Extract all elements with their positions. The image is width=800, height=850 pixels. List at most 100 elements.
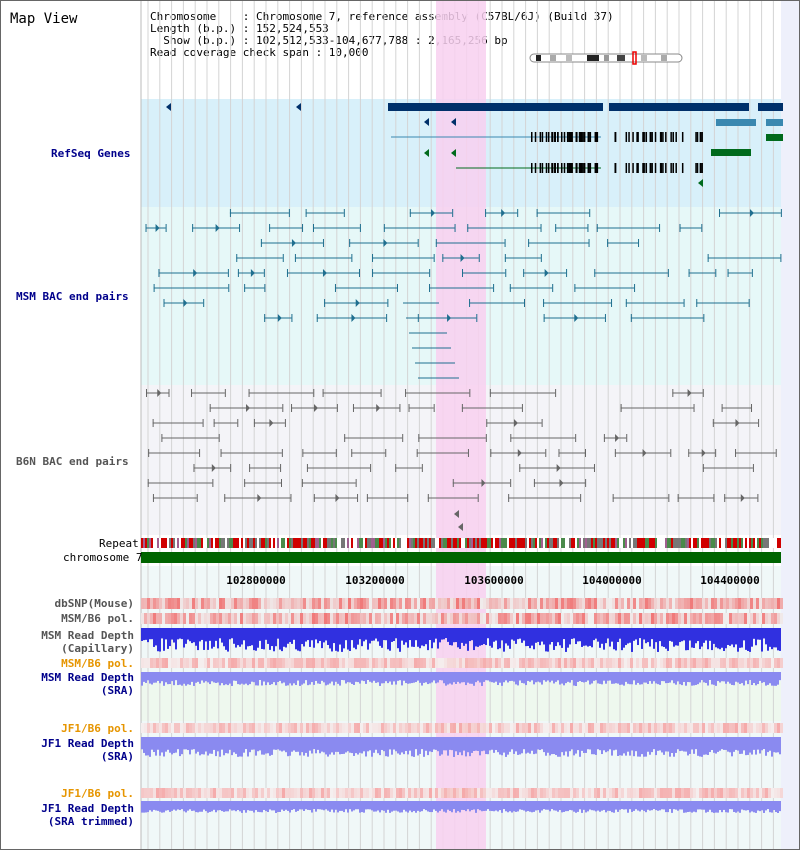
msm-b6-pol-heat-cell <box>669 613 672 624</box>
gene-exon <box>632 132 634 142</box>
msm-depth-capillary-bar <box>425 628 427 645</box>
repeat-segment <box>355 538 357 548</box>
jf1-depth-trimmed-bar <box>367 801 369 810</box>
jf1-b6-pol-trimmed-heat-cell <box>630 788 633 798</box>
dbsnp-heat-cell <box>300 598 303 609</box>
msm-b6-pol-heat-cell <box>225 613 228 624</box>
msm-depth-capillary-bar <box>253 628 255 651</box>
jf1-b6-pol-trimmed-heat-cell <box>570 788 573 798</box>
msm-b6-pol-sra-heat-cell <box>681 658 684 668</box>
jf1-b6-pol-heat-cell <box>330 723 333 733</box>
gene-exon <box>576 163 578 173</box>
jf1-depth-bar <box>291 737 293 752</box>
jf1-depth-bar <box>409 737 411 751</box>
msm-depth-capillary-bar <box>223 628 225 647</box>
msm-depth-sra-bar <box>423 672 425 683</box>
dbsnp-heat-cell <box>441 598 444 609</box>
msm-b6-pol-heat-cell <box>366 613 369 624</box>
track-label-msm-depth-sra[interactable]: MSM Read Depth (SRA) <box>41 671 134 697</box>
track-label-msm-depth-capillary[interactable]: MSM Read Depth (Capillary) <box>41 629 134 655</box>
repeat-segment <box>151 538 153 548</box>
msm-depth-capillary-bar <box>229 628 231 640</box>
jf1-depth-trimmed-bar <box>735 801 737 813</box>
track-label-jf1-b6-pol[interactable]: JF1/B6 pol. <box>61 722 134 735</box>
repeat-segment <box>213 538 215 548</box>
msm-depth-sra-bar <box>707 672 709 686</box>
track-label-b6n-bac[interactable]: B6N BAC end pairs <box>16 455 129 468</box>
msm-b6-pol-sra-heat-cell <box>717 658 720 668</box>
jf1-depth-bar <box>773 737 775 753</box>
track-label-msm-bac[interactable]: MSM BAC end pairs <box>16 290 129 303</box>
repeat-segment <box>357 538 359 548</box>
msm-bac-pair-end <box>454 224 456 232</box>
msm-depth-capillary-bar <box>737 628 739 652</box>
msm-depth-capillary-bar <box>319 628 321 641</box>
msm-b6-pol-sra-heat-cell <box>738 658 741 668</box>
track-label-refseq-genes[interactable]: RefSeq Genes <box>51 147 131 160</box>
jf1-depth-trimmed-bar <box>637 801 639 811</box>
msm-b6-pol-sra-heat-cell <box>342 658 345 668</box>
msm-b6-pol-heat-cell <box>588 613 591 624</box>
msm-bac-pair-end <box>305 209 307 217</box>
jf1-depth-trimmed-bar <box>663 801 665 810</box>
jf1-depth-trimmed-bar <box>627 801 629 813</box>
msm-depth-capillary-bar <box>325 628 327 641</box>
jf1-depth-bar <box>723 737 725 750</box>
repeat-segment <box>565 538 567 548</box>
b6n-bac-pair-end <box>147 479 149 487</box>
jf1-depth-bar <box>355 737 357 754</box>
msm-depth-capillary-bar <box>299 628 301 652</box>
b6n-bac-pair-end <box>545 449 547 457</box>
jf1-b6-pol-trimmed-heat-cell <box>333 788 336 798</box>
dbsnp-heat-cell <box>321 598 324 609</box>
b6n-bac-pair-end <box>230 464 232 472</box>
jf1-depth-bar <box>689 737 691 754</box>
msm-bac-pair-end <box>244 284 246 292</box>
repeat-segment <box>611 538 613 548</box>
track-label-jf1-depth[interactable]: JF1 Read Depth (SRA) <box>41 737 134 763</box>
repeat-segment <box>253 538 255 548</box>
repeat-segment <box>409 538 411 548</box>
jf1-depth-bar <box>401 737 403 753</box>
jf1-b6-pol-trimmed-heat-cell <box>165 788 168 798</box>
msm-b6-pol-heat-cell <box>525 613 528 624</box>
msm-depth-capillary-bar <box>563 628 565 640</box>
msm-b6-pol-sra-heat-cell <box>546 658 549 668</box>
jf1-depth-trimmed-bar <box>557 801 559 812</box>
track-label-msm-b6-pol-sra[interactable]: MSM/B6 pol. <box>61 657 134 670</box>
jf1-depth-trimmed-bar <box>217 801 219 811</box>
jf1-b6-pol-trimmed-heat-cell <box>558 788 561 798</box>
jf1-depth-trimmed-bar <box>347 801 349 813</box>
jf1-b6-pol-heat-cell <box>468 723 471 733</box>
track-label-repeat[interactable]: Repeat <box>99 537 139 550</box>
track-label-msm-b6-pol[interactable]: MSM/B6 pol. <box>61 612 134 625</box>
track-label-jf1-depth-trimmed[interactable]: JF1 Read Depth (SRA trimmed) <box>41 802 134 828</box>
msm-bac-pair-end <box>476 314 478 322</box>
jf1-depth-bar <box>283 737 285 751</box>
jf1-depth-bar <box>697 737 699 756</box>
jf1-b6-pol-trimmed-heat-cell <box>150 788 153 798</box>
track-label-dbsnp[interactable]: dbSNP(Mouse) <box>54 597 134 610</box>
msm-depth-sra-bar <box>579 672 581 682</box>
jf1-depth-trimmed-bar <box>715 801 717 813</box>
track-label-jf1-b6-pol-trimmed[interactable]: JF1/B6 pol. <box>61 787 134 800</box>
repeat-segment <box>169 538 171 548</box>
dbsnp-heat-cell <box>465 598 468 609</box>
msm-depth-capillary-bar <box>475 628 477 647</box>
msm-bac-pair-end <box>429 269 431 277</box>
b6n-bac-pair-end <box>724 494 726 502</box>
dbsnp-heat-cell <box>516 598 519 609</box>
msm-b6-pol-heat-cell <box>729 613 732 624</box>
dbsnp-heat-cell <box>276 598 279 609</box>
msm-b6-pol-heat-cell <box>780 613 783 624</box>
msm-depth-capillary-bar <box>169 628 171 647</box>
repeat-segment <box>233 538 235 548</box>
jf1-depth-bar <box>237 737 239 757</box>
msm-depth-capillary-bar <box>411 628 413 647</box>
jf1-b6-pol-heat-cell <box>354 723 357 733</box>
jf1-depth-trimmed-bar <box>423 801 425 810</box>
track-label-chromosome[interactable]: chromosome 7 <box>63 551 143 564</box>
msm-depth-capillary-bar <box>201 628 203 640</box>
msm-b6-pol-sra-heat-cell <box>393 658 396 668</box>
